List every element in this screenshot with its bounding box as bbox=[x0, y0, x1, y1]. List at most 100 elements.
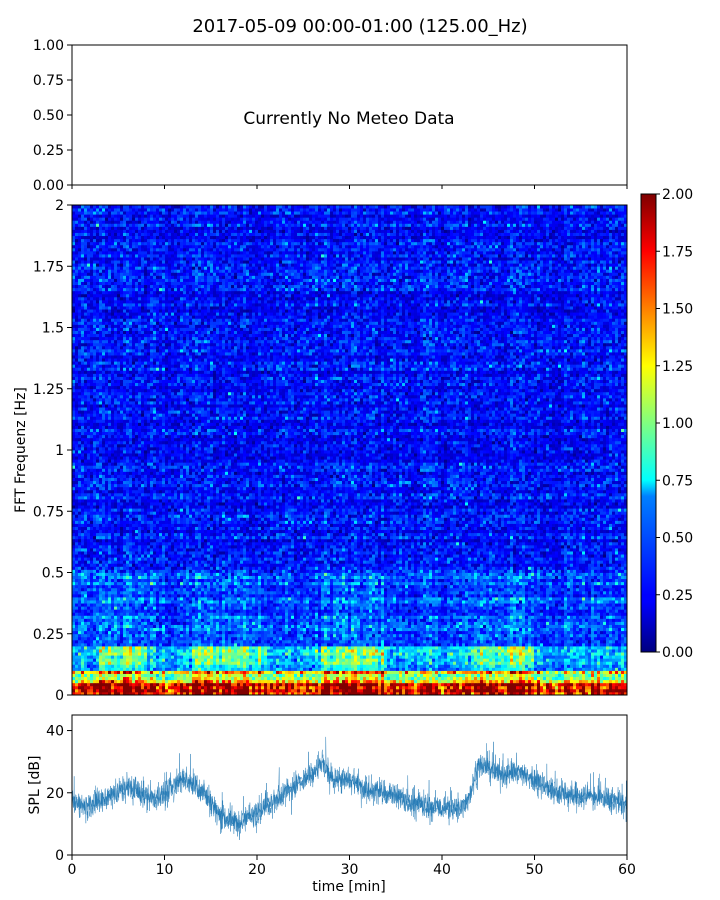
spectrogram-cell bbox=[387, 689, 390, 692]
spectrogram-cell bbox=[219, 686, 222, 689]
spectrogram-cell bbox=[228, 683, 231, 686]
spectrogram-cell bbox=[597, 680, 600, 683]
spectrogram-cell bbox=[546, 686, 549, 689]
spectrogram-cell bbox=[549, 680, 552, 683]
spectrogram-cell bbox=[237, 680, 240, 683]
spectrogram-cell bbox=[321, 689, 324, 692]
spectrogram-cell bbox=[171, 680, 174, 683]
spectrogram-cell bbox=[462, 689, 465, 692]
spectrogram-cell bbox=[456, 680, 459, 683]
spectrogram-cell bbox=[210, 686, 213, 689]
spectrogram-cell bbox=[72, 686, 75, 689]
spectrogram-cell bbox=[564, 683, 567, 686]
spectrogram-cell bbox=[234, 686, 237, 689]
spectrogram-cell bbox=[240, 686, 243, 689]
spectrogram-cell bbox=[180, 680, 183, 683]
spectrogram-cell bbox=[291, 680, 294, 683]
spectrogram-cell bbox=[501, 683, 504, 686]
spectrogram-cell bbox=[438, 680, 441, 683]
spectrogram-cell bbox=[603, 689, 606, 692]
spectrogram-cell bbox=[279, 689, 282, 692]
spectrogram-cell bbox=[444, 689, 447, 692]
spectrogram-cell bbox=[453, 689, 456, 692]
spectrogram-cell bbox=[399, 680, 402, 683]
spectrogram-cell bbox=[162, 677, 165, 680]
spectrogram-cell bbox=[201, 686, 204, 689]
spectrogram-cell bbox=[573, 686, 576, 689]
spectrogram-cell bbox=[576, 680, 579, 683]
spectrogram-cell bbox=[558, 689, 561, 692]
spectrogram-cell bbox=[435, 683, 438, 686]
spectrogram-cell bbox=[540, 683, 543, 686]
spectrogram-cell bbox=[294, 686, 297, 689]
spectrogram-cell bbox=[603, 686, 606, 689]
spectrogram-cell bbox=[255, 683, 258, 686]
spectrogram-cell bbox=[378, 689, 381, 692]
spectrogram-cell bbox=[234, 683, 237, 686]
spectrogram-cell bbox=[480, 689, 483, 692]
spectrogram-cell bbox=[117, 680, 120, 683]
spectrogram-cell bbox=[510, 689, 513, 692]
spectrogram-cell bbox=[225, 683, 228, 686]
spectrogram-cell bbox=[300, 680, 303, 683]
spectrogram-cell bbox=[264, 686, 267, 689]
spectrogram-cell bbox=[174, 689, 177, 692]
spectrogram-cell bbox=[570, 680, 573, 683]
spectrogram-cell bbox=[492, 683, 495, 686]
spectrogram-cell bbox=[78, 686, 81, 689]
spectrogram-cell bbox=[276, 689, 279, 692]
spectrogram-cell bbox=[201, 680, 204, 683]
spectrogram-cell bbox=[609, 683, 612, 686]
spectrogram-cell bbox=[231, 686, 234, 689]
spectrogram-cell bbox=[312, 689, 315, 692]
spectrogram-cell bbox=[96, 686, 99, 689]
spectrogram-cell bbox=[600, 689, 603, 692]
spectrogram-cell bbox=[195, 686, 198, 689]
spectrogram-cell bbox=[207, 680, 210, 683]
spectrogram-cell bbox=[78, 680, 81, 683]
spectrogram-cell bbox=[390, 680, 393, 683]
spectrogram-cell bbox=[177, 680, 180, 683]
spectrogram-cell bbox=[561, 686, 564, 689]
spectrogram-cell bbox=[453, 686, 456, 689]
spectrogram-cell bbox=[252, 686, 255, 689]
spectrogram-cell bbox=[552, 680, 555, 683]
spectrogram-cell bbox=[78, 677, 81, 680]
spectrogram-cell bbox=[327, 689, 330, 692]
spectrogram-cell bbox=[225, 689, 228, 692]
spectrogram-cell bbox=[585, 686, 588, 689]
spectrogram-cell bbox=[357, 686, 360, 689]
spectrogram-cell bbox=[102, 686, 105, 689]
spectrogram-cell bbox=[396, 683, 399, 686]
spectrogram-cell bbox=[126, 680, 129, 683]
spectrogram-cell bbox=[450, 680, 453, 683]
spectrogram-cell bbox=[162, 689, 165, 692]
spectrogram-cell bbox=[369, 686, 372, 689]
spectrogram-cell bbox=[99, 680, 102, 683]
spectrogram-cell bbox=[531, 686, 534, 689]
spectrogram-cell bbox=[420, 683, 423, 686]
spectrogram-cell bbox=[333, 689, 336, 692]
spectrogram-cell bbox=[555, 686, 558, 689]
spectrogram-cell bbox=[237, 677, 240, 680]
spectrogram-cell bbox=[342, 686, 345, 689]
spectrogram-cell bbox=[426, 683, 429, 686]
spectrogram-cell bbox=[405, 680, 408, 683]
spectrogram-cell bbox=[552, 689, 555, 692]
spectrogram-cell bbox=[618, 680, 621, 683]
spectrogram-cell bbox=[564, 689, 567, 692]
spectrogram-cell bbox=[237, 686, 240, 689]
spectrogram-cell bbox=[231, 677, 234, 680]
spectrogram-cell bbox=[465, 686, 468, 689]
spectrogram-cell bbox=[213, 689, 216, 692]
spectrogram-cell bbox=[162, 683, 165, 686]
spectrogram-cell bbox=[84, 689, 87, 692]
spectrogram-cell bbox=[408, 689, 411, 692]
spectrogram-cell bbox=[192, 683, 195, 686]
spectrogram-row bbox=[72, 689, 627, 692]
spectrogram-cell bbox=[174, 683, 177, 686]
spectrogram-cell bbox=[126, 686, 129, 689]
spectrogram-cell bbox=[519, 689, 522, 692]
spectrogram-cell bbox=[111, 689, 114, 692]
spectrogram-cell bbox=[447, 680, 450, 683]
